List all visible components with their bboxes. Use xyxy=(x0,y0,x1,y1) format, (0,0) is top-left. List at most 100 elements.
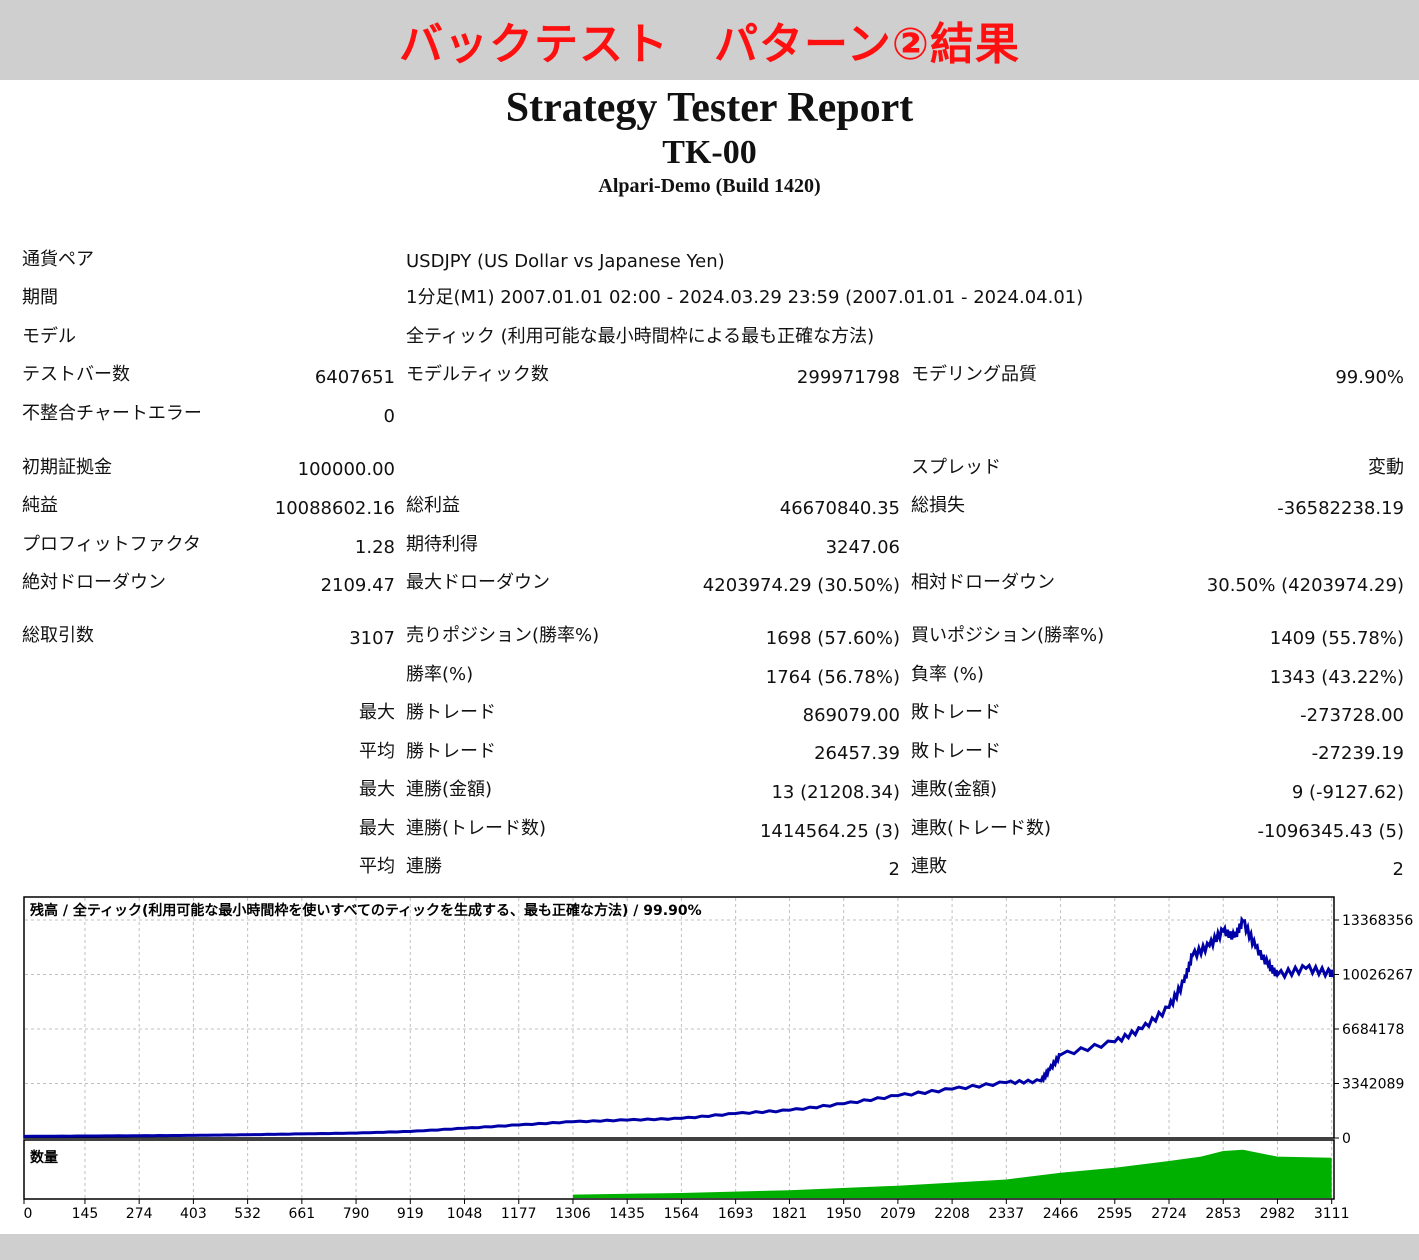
avg-win-label: 勝トレード xyxy=(406,741,496,762)
avg-cons-losses-label: 連敗 xyxy=(911,856,947,877)
x-tick-label: 2208 xyxy=(934,1206,970,1222)
trades-value: 3107 xyxy=(349,628,395,649)
lossrate-label: 負率 (%) xyxy=(911,664,984,685)
bottom-bar xyxy=(0,1234,1419,1260)
x-tick-label: 274 xyxy=(126,1206,153,1222)
x-tick-label: 145 xyxy=(72,1206,99,1222)
period-label: 期間 xyxy=(22,287,58,308)
server-name: Alpari-Demo (Build 1420) xyxy=(598,175,821,197)
deposit-value: 100000.00 xyxy=(297,459,395,480)
x-tick-label: 1177 xyxy=(501,1206,537,1222)
x-tick-label: 532 xyxy=(234,1206,261,1222)
x-tick-label: 1435 xyxy=(609,1206,645,1222)
balance-grid xyxy=(25,898,1333,1137)
x-tick-label: 0 xyxy=(24,1206,33,1222)
x-tick-label: 2595 xyxy=(1097,1206,1133,1222)
gross-loss-value: -36582238.19 xyxy=(1277,498,1404,519)
period-value: 1分足(M1) 2007.01.01 02:00 - 2024.03.29 23… xyxy=(406,287,1084,308)
mismatch-value: 0 xyxy=(383,406,395,427)
largest-win-value: 869079.00 xyxy=(802,705,900,726)
expert-name: TK-00 xyxy=(662,134,757,171)
x-tick-label: 1306 xyxy=(555,1206,591,1222)
rel-dd-label: 相対ドローダウン xyxy=(911,572,1055,593)
x-tick-label: 1564 xyxy=(664,1206,700,1222)
avg-cons-wins-label: 連勝 xyxy=(406,856,442,877)
max-cons-losses-label: 連敗(金額) xyxy=(911,779,998,800)
model-label: モデル xyxy=(22,326,76,347)
mismatch-label: 不整合チャートエラー xyxy=(22,403,202,424)
avg-win-value: 26457.39 xyxy=(814,743,900,764)
winrate-label: 勝率(%) xyxy=(406,664,474,685)
avg-prefix-2: 平均 xyxy=(359,856,395,877)
quality-label: モデリング品質 xyxy=(911,364,1037,385)
x-tick-label: 2466 xyxy=(1043,1206,1079,1222)
pair-label: 通貨ペア xyxy=(22,249,94,270)
bars-value: 6407651 xyxy=(314,367,395,388)
gross-profit-label: 総利益 xyxy=(406,495,460,516)
max-cons-profit-label: 連勝(トレード数) xyxy=(406,818,547,839)
ticks-value: 299971798 xyxy=(796,367,900,388)
max-cons-loss-label: 連敗(トレード数) xyxy=(911,818,1052,839)
pf-label: プロフィットファクタ xyxy=(22,534,201,555)
abs-dd-value: 2109.47 xyxy=(320,575,395,596)
banner-title: バックテスト パターン②結果 xyxy=(398,19,1021,70)
x-tick-label: 2853 xyxy=(1205,1206,1241,1222)
x-tick-label: 661 xyxy=(288,1206,315,1222)
chart-title: 残高 / 全ティック(利用可能な最小時間枠を使いすべてのティックを生成する、最も… xyxy=(30,902,702,919)
max-cons-loss-value: -1096345.43 (5) xyxy=(1257,821,1404,842)
x-axis-ticks: 0 145 274 403 532 661 790 919 1048 1177 1306 1435 15… xyxy=(23,1199,1350,1222)
gross-profit-value: 46670840.35 xyxy=(779,498,900,519)
report-title: Strategy Tester Report xyxy=(505,85,914,131)
y-tick-label: 0 xyxy=(1342,1131,1351,1147)
x-tick-label: 2724 xyxy=(1151,1206,1187,1222)
deposit-label: 初期証拠金 xyxy=(22,457,112,478)
largest-loss-value: -273728.00 xyxy=(1300,705,1404,726)
avg-loss-value: -27239.19 xyxy=(1311,743,1404,764)
long-value: 1409 (55.78%) xyxy=(1269,628,1404,649)
model-value: 全ティック (利用可能な最小時間枠による最も正確な方法) xyxy=(406,326,875,347)
trades-label: 総取引数 xyxy=(22,625,94,646)
ticks-label: モデルティック数 xyxy=(406,364,549,385)
volume-label: 数量 xyxy=(30,1149,58,1166)
x-tick-label: 1048 xyxy=(447,1206,483,1222)
quality-value: 99.90% xyxy=(1335,367,1404,388)
largest-win-label: 勝トレード xyxy=(406,702,496,723)
banner: バックテスト パターン②結果 xyxy=(0,0,1419,80)
balance-chart: 残高 / 全ティック(利用可能な最小時間枠を使いすべてのティックを生成する、最も… xyxy=(23,896,1413,1222)
rel-dd-value: 30.50% (4203974.29) xyxy=(1206,575,1404,596)
x-tick-label: 2079 xyxy=(880,1206,916,1222)
bars-label: テストバー数 xyxy=(22,364,130,385)
gross-loss-label: 総損失 xyxy=(911,495,965,516)
max-prefix-1: 最大 xyxy=(359,702,395,723)
y-axis-ticks: 13368356 10026267 6684178 3342089 0 xyxy=(1334,913,1413,1147)
lossrate-value: 1343 (43.22%) xyxy=(1269,667,1404,688)
balance-plot-frame xyxy=(23,896,1335,1139)
max-cons-profit-value: 1414564.25 (3) xyxy=(759,821,900,842)
x-tick-label: 1693 xyxy=(718,1206,754,1222)
y-tick-label: 6684178 xyxy=(1342,1022,1404,1038)
x-tick-label: 919 xyxy=(397,1206,424,1222)
pf-value: 1.28 xyxy=(354,537,395,558)
max-cons-wins-label: 連勝(金額) xyxy=(406,779,493,800)
payoff-value: 3247.06 xyxy=(825,537,900,558)
max-dd-value: 4203974.29 (30.50%) xyxy=(702,575,900,596)
balance-line xyxy=(23,915,1334,1138)
avg-loss-label: 敗トレード xyxy=(911,741,1001,762)
x-tick-label: 1821 xyxy=(772,1206,808,1222)
spread-value: 変動 xyxy=(1368,457,1404,478)
payoff-label: 期待利得 xyxy=(406,534,478,555)
max-prefix-2: 最大 xyxy=(359,779,395,800)
x-tick-label: 2982 xyxy=(1260,1206,1296,1222)
y-tick-label: 3342089 xyxy=(1342,1077,1404,1093)
short-label: 売りポジション(勝率%) xyxy=(406,625,600,646)
y-tick-label: 13368356 xyxy=(1342,913,1413,929)
short-value: 1698 (57.60%) xyxy=(765,628,900,649)
volume-area xyxy=(573,1149,1332,1198)
avg-prefix-1: 平均 xyxy=(359,741,395,762)
y-tick-label: 10026267 xyxy=(1342,968,1413,984)
long-label: 買いポジション(勝率%) xyxy=(911,625,1105,646)
spread-label: スプレッド xyxy=(911,457,1001,478)
max-prefix-3: 最大 xyxy=(359,818,395,839)
abs-dd-label: 絶対ドローダウン xyxy=(22,572,166,593)
avg-cons-wins-value: 2 xyxy=(888,859,900,880)
